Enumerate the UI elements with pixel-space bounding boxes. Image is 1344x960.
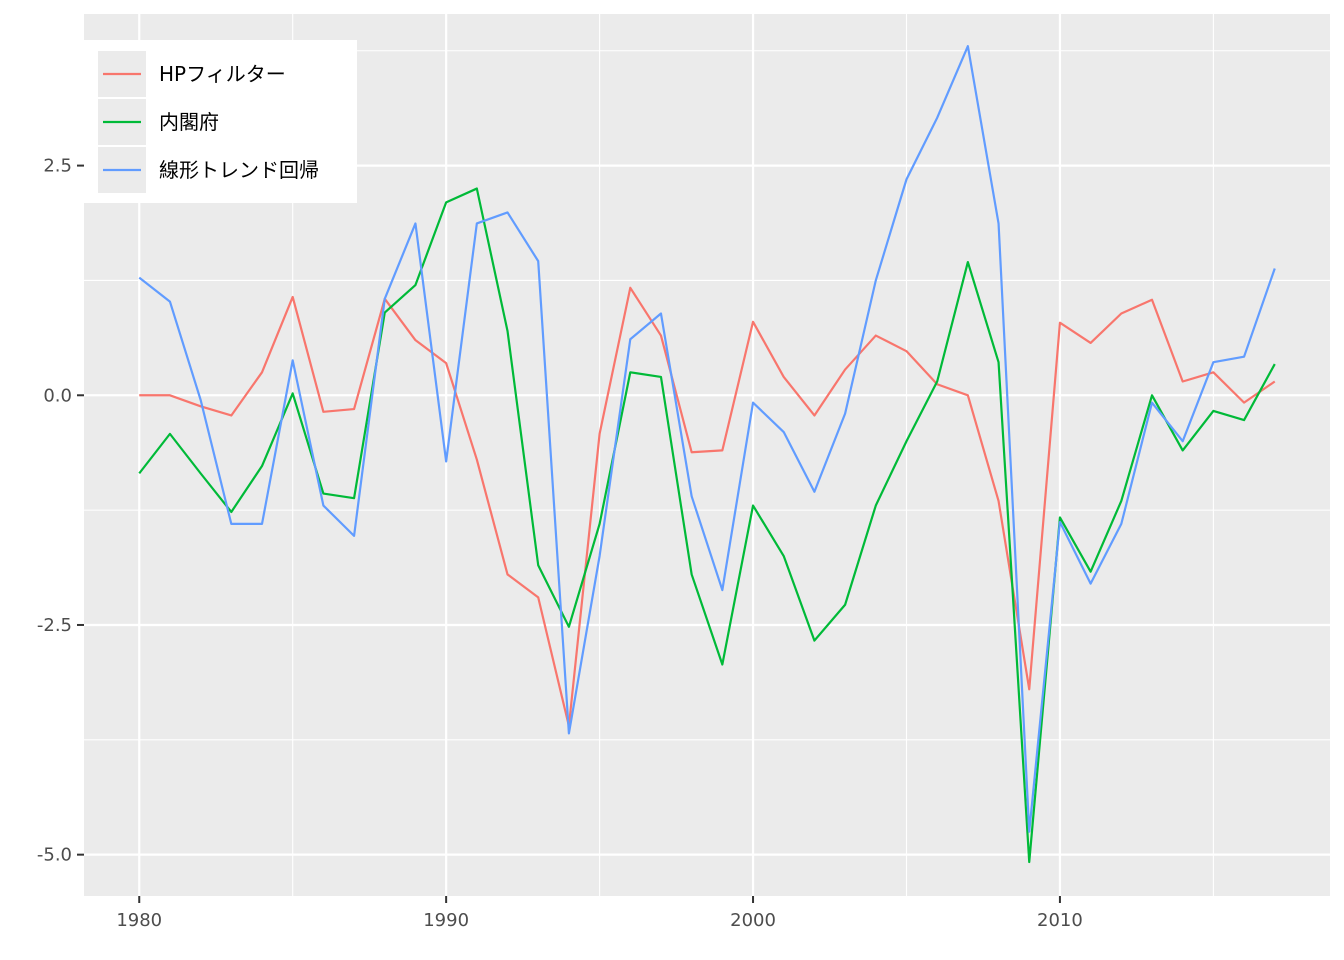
x-tick-label: 1980	[116, 910, 162, 931]
x-axis: 1980 1990 2000 2010	[116, 896, 1083, 931]
y-tick-label: 0.0	[43, 385, 72, 406]
y-axis: 2.5 0.0 -2.5 -5.0	[37, 156, 84, 866]
series-lines	[138, 45, 1276, 864]
legend-label-2: 内閣府	[159, 110, 219, 134]
y-tick-label: -2.5	[37, 615, 72, 636]
y-tick-label: -5.0	[37, 845, 72, 866]
x-tick-label: 2010	[1037, 910, 1083, 931]
y-tick-label: 2.5	[43, 156, 72, 177]
legend-label-1: HPフィルター	[159, 62, 286, 86]
x-tick-label: 1990	[423, 910, 469, 931]
legend-label-3: 線形トレンド回帰	[159, 158, 319, 182]
series-line-3	[138, 45, 1276, 833]
x-tick-label: 2000	[730, 910, 776, 931]
series-line-2	[138, 187, 1276, 864]
series-line-1	[139, 286, 1276, 728]
